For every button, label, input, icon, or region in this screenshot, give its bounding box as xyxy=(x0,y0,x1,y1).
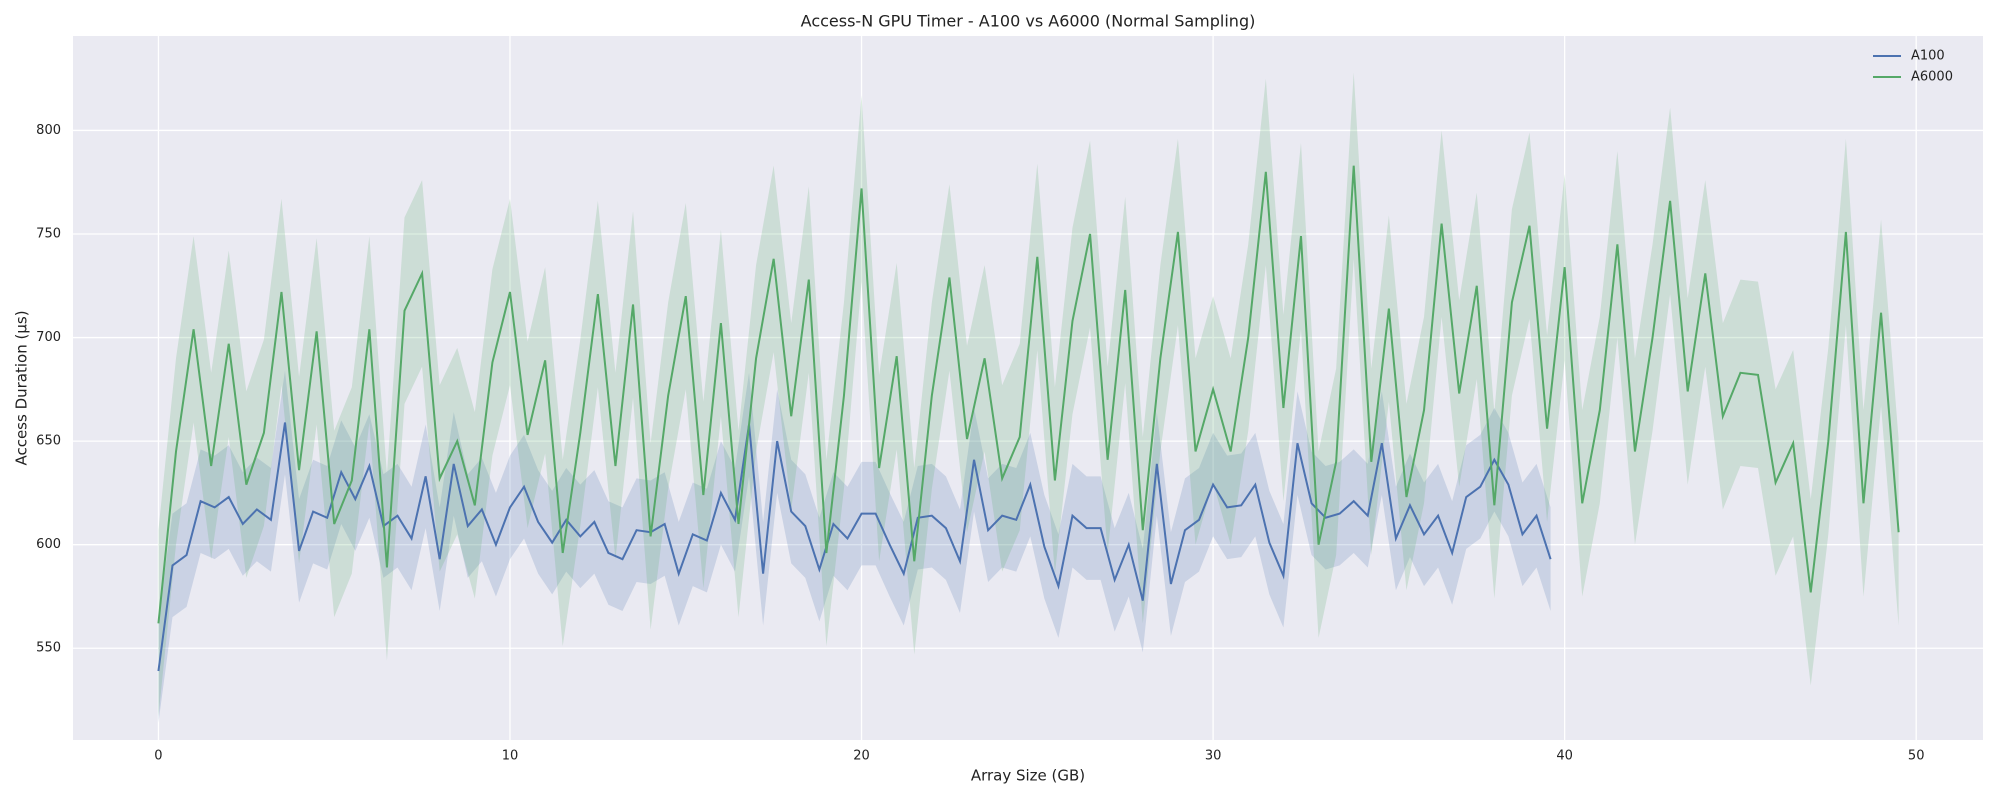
y-axis-label: Access Duration (µs) xyxy=(13,310,31,465)
x-tick-label: 50 xyxy=(1908,749,1925,764)
x-tick-label: 0 xyxy=(154,749,162,764)
legend-label: A100 xyxy=(1911,49,1945,64)
y-tick-label: 700 xyxy=(36,330,61,345)
y-tick-label: 550 xyxy=(36,641,61,656)
x-tick-label: 30 xyxy=(1205,749,1222,764)
plot-area xyxy=(73,36,1983,740)
y-tick-label: 800 xyxy=(36,123,61,138)
x-tick-label: 40 xyxy=(1556,749,1573,764)
x-axis-label: Array Size (GB) xyxy=(971,767,1085,785)
chart-title: Access-N GPU Timer - A100 vs A6000 (Norm… xyxy=(801,12,1256,31)
y-tick-label: 750 xyxy=(36,227,61,242)
x-tick-label: 20 xyxy=(853,749,870,764)
confidence-band xyxy=(158,72,1899,717)
y-tick-label: 650 xyxy=(36,434,61,449)
x-tick-label: 10 xyxy=(502,749,519,764)
confidence-band xyxy=(158,370,1551,723)
y-tick-label: 600 xyxy=(36,537,61,552)
legend-label: A6000 xyxy=(1911,70,1953,85)
data-line xyxy=(157,165,1900,624)
